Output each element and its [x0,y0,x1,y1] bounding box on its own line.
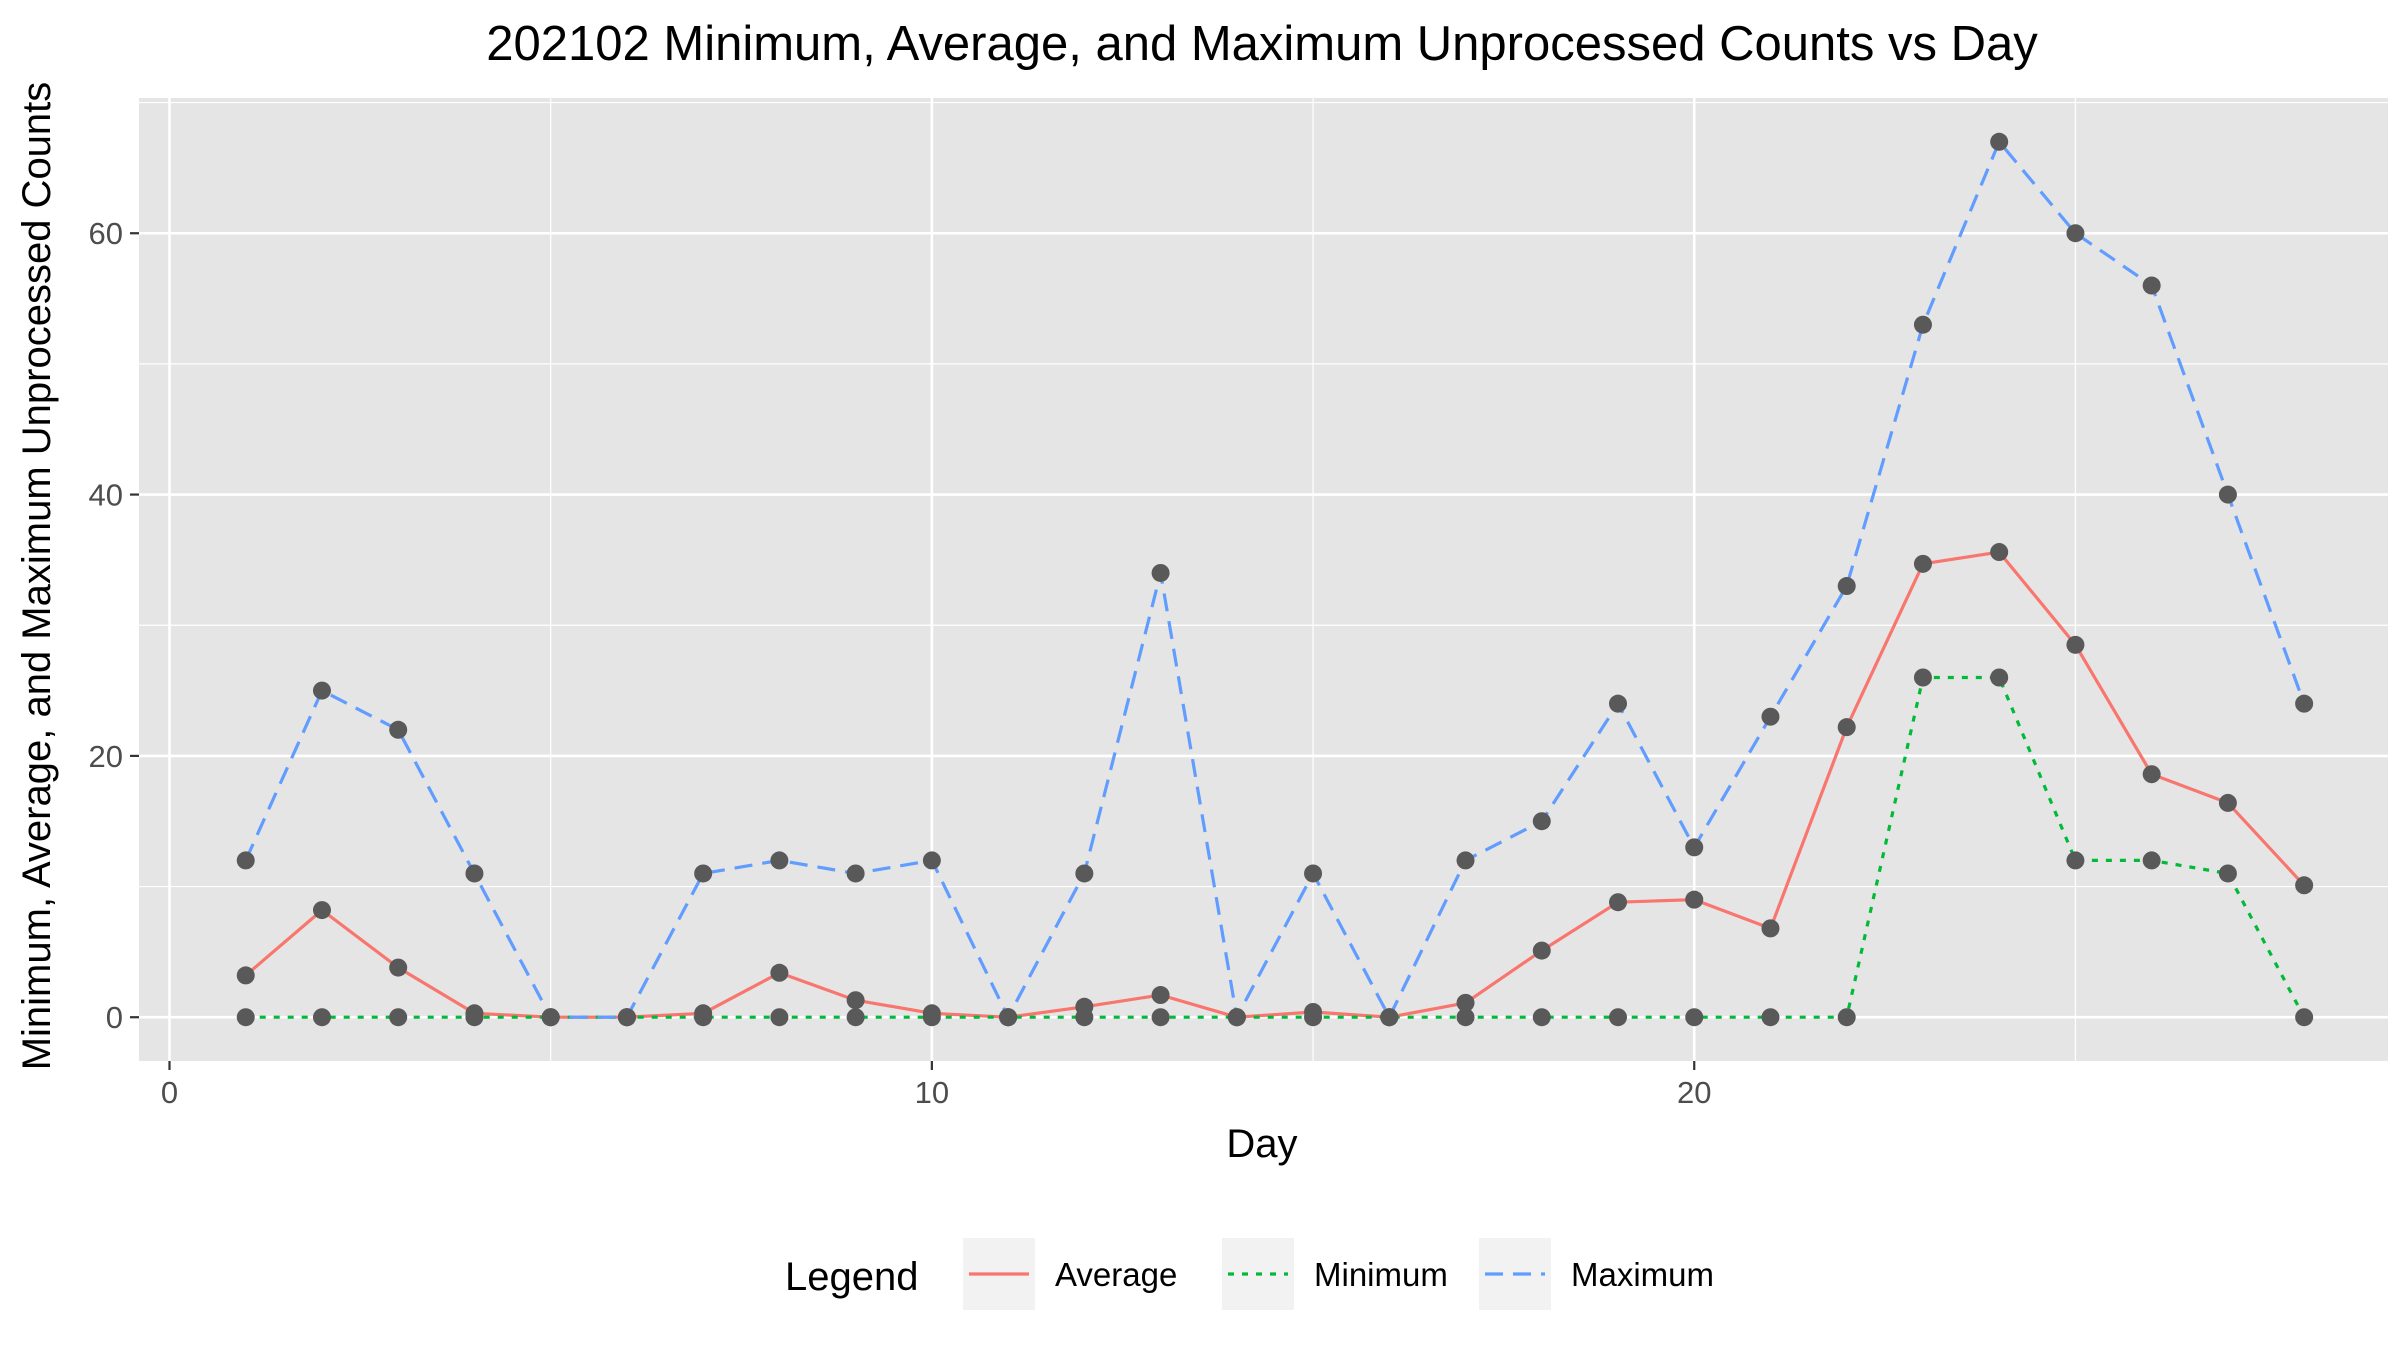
data-point-average [2142,765,2161,784]
y-tick-label: 60 [89,216,123,251]
data-point-maximum [1532,812,1551,831]
data-point-maximum [1075,864,1094,883]
data-point-minimum [1532,1008,1551,1027]
data-point-maximum [312,681,331,700]
data-point-minimum [1304,1008,1323,1027]
data-point-minimum [2295,1008,2314,1027]
data-point-minimum [922,1008,941,1027]
series-line-average [244,550,2306,1019]
legend-title: Legend [785,1255,918,1299]
data-point-minimum [694,1008,713,1027]
x-axis-ticks: 0 10 20 [161,1061,1711,1110]
data-point-maximum [694,864,713,883]
data-point-average [1456,993,1475,1012]
data-point-maximum [999,1008,1018,1027]
data-point-average [1761,919,1780,938]
legend-label-maximum: Maximum [1571,1256,1714,1293]
data-point-average [1685,890,1704,909]
data-point-maximum [1761,707,1780,726]
data-point-maximum [1304,864,1323,883]
data-point-maximum [389,720,408,739]
data-point-maximum [1913,315,1932,334]
data-point-average [770,963,789,982]
data-point-average [1151,986,1170,1005]
data-point-minimum [1456,1008,1475,1027]
data-point-maximum [922,851,941,870]
data-point-maximum [2066,224,2085,243]
data-point-minimum [1761,1008,1780,1027]
data-point-minimum [2142,851,2161,870]
chart-title: 202102 Minimum, Average, and Maximum Unp… [486,17,2038,71]
data-point-minimum [1990,668,2009,687]
plot-panel [139,98,2388,1061]
data-point-average [2066,635,2085,654]
data-point-minimum [1609,1008,1628,1027]
x-tick-label: 10 [915,1075,949,1110]
data-point-maximum [2142,276,2161,295]
data-point-average [389,958,408,977]
data-point-minimum [1685,1008,1704,1027]
data-point-minimum [1151,1008,1170,1027]
y-axis-ticks: 0 20 40 60 [89,216,139,1035]
data-point-minimum [770,1008,789,1027]
data-point-maximum [770,851,789,870]
y-tick-label: 0 [106,1000,123,1035]
data-point-minimum [1075,1008,1094,1027]
data-point-maximum [1380,1008,1399,1027]
data-point-minimum [2066,851,2085,870]
data-point-average [1837,718,1856,737]
data-point-minimum [465,1008,484,1027]
data-point-minimum [1913,668,1932,687]
data-point-average [236,966,255,985]
legend: Legend Average Minimum Maximum [785,1238,1714,1310]
data-point-minimum [1837,1008,1856,1027]
data-point-minimum [2218,864,2237,883]
y-axis-title: Minimum, Average, and Maximum Unprocesse… [15,82,59,1071]
data-points [236,132,2314,1027]
data-point-maximum [1990,132,2009,151]
y-tick-label: 40 [89,478,123,513]
data-point-maximum [465,864,484,883]
data-point-maximum [1609,694,1628,713]
data-point-minimum [846,1008,865,1027]
data-point-minimum [389,1008,408,1027]
legend-label-minimum: Minimum [1314,1256,1448,1293]
data-point-average [1913,554,1932,573]
data-point-maximum [541,1008,560,1027]
data-point-maximum [1227,1008,1246,1027]
data-point-average [2295,876,2314,895]
x-tick-label: 0 [161,1075,178,1110]
data-point-maximum [1837,577,1856,596]
data-point-maximum [236,851,255,870]
data-point-average [846,991,865,1010]
data-point-maximum [2218,485,2237,504]
legend-label-average: Average [1055,1256,1177,1293]
y-tick-label: 20 [89,739,123,774]
data-point-maximum [1685,838,1704,857]
series-line-maximum [244,140,2306,1019]
data-point-minimum [236,1008,255,1027]
grid-minor [139,98,2388,1061]
data-point-maximum [2295,694,2314,713]
x-axis-title: Day [1226,1122,1297,1166]
data-point-average [2218,793,2237,812]
data-point-average [312,901,331,920]
x-tick-label: 20 [1677,1075,1711,1110]
data-point-minimum [312,1008,331,1027]
series-lines [244,140,2306,1019]
data-point-maximum [846,864,865,883]
data-point-average [1532,941,1551,960]
legend-items: Average Minimum Maximum [963,1238,1714,1310]
data-point-average [1609,893,1628,912]
data-point-maximum [617,1008,636,1027]
data-point-maximum [1456,851,1475,870]
data-point-average [1990,543,2009,562]
data-point-maximum [1151,563,1170,582]
